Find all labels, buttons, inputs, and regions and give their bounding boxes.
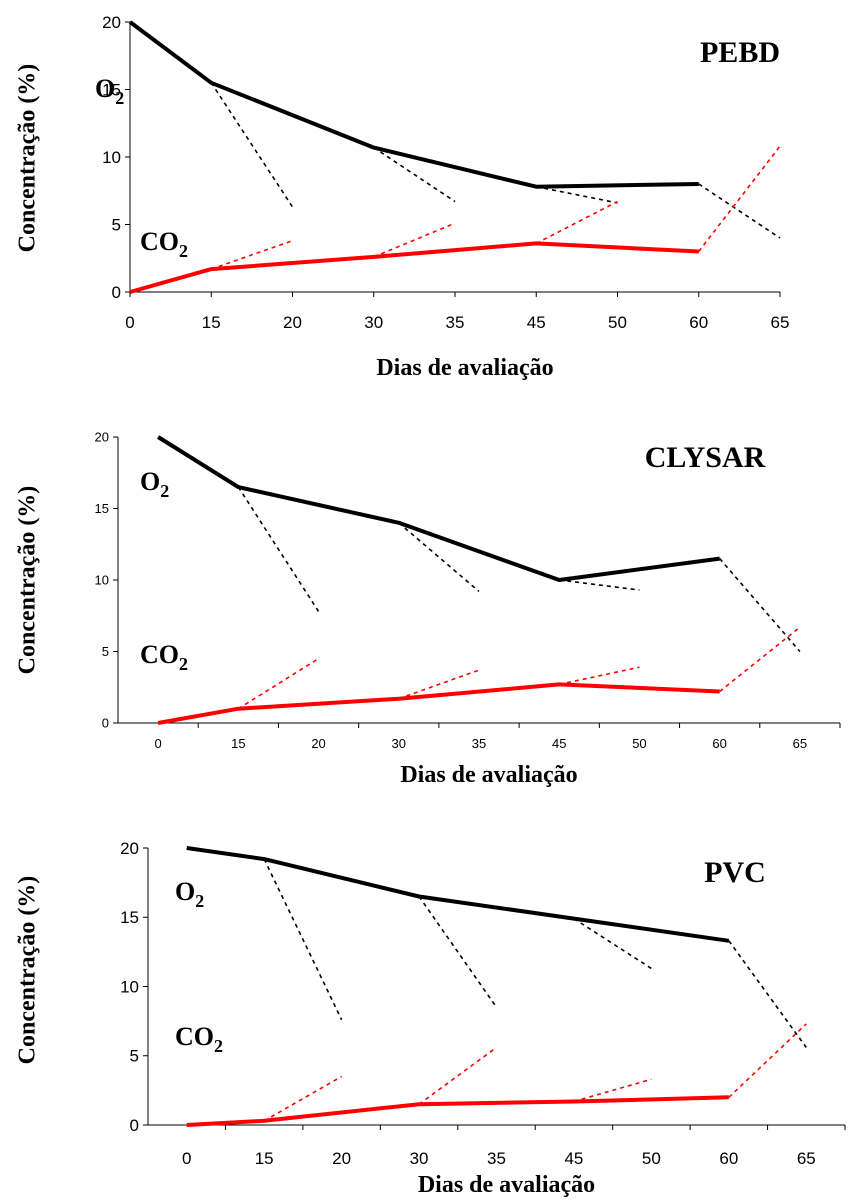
y-tick-label: 10 — [120, 977, 139, 996]
chart-panel-2: 0 5 10 15 20 0 15 20 30 35 45 50 60 65 O2 CO2 CLYSAR Dias… — [0, 405, 852, 800]
x-tick-label: 65 — [771, 313, 790, 332]
x-axis-title: Dias de avaliação — [418, 1172, 595, 1198]
y-tick-label: 5 — [112, 215, 121, 234]
y-tick-label: 0 — [102, 716, 109, 731]
y-tick-label: 15 — [120, 908, 139, 927]
series-label-main: CO — [140, 640, 179, 669]
y-tick-label: 5 — [130, 1047, 139, 1066]
x-tick-label: 20 — [283, 313, 302, 332]
projection-line — [720, 559, 800, 652]
x-tick-label: 0 — [182, 1149, 191, 1168]
chart-title: PVC — [704, 856, 766, 889]
x-tick-label: 50 — [642, 1149, 661, 1168]
projection-line — [399, 523, 479, 592]
projection-line — [699, 146, 780, 251]
x-tick-label: 45 — [552, 736, 566, 751]
y-axis-title: Concentração (%) — [14, 486, 40, 675]
chart-title: CLYSAR — [645, 441, 766, 474]
x-tick-label: 15 — [255, 1149, 274, 1168]
y-axis-title: Concentração (%) — [14, 64, 40, 253]
series-label-main: O — [95, 74, 115, 103]
projection-line — [729, 941, 806, 1048]
projection-line — [536, 187, 617, 203]
x-tick-label: 60 — [719, 1149, 738, 1168]
series-line-co2 — [158, 684, 720, 723]
x-tick-label: 30 — [392, 736, 406, 751]
x-tick-label: 20 — [332, 1149, 351, 1168]
projection-line — [699, 184, 780, 238]
projection-line — [559, 580, 639, 590]
y-tick-label: 5 — [102, 644, 109, 659]
x-tick-label: 0 — [125, 313, 134, 332]
projection-line — [559, 667, 639, 684]
series-label-main: CO — [140, 227, 179, 256]
series-line-o2 — [158, 437, 720, 580]
x-tick-label: 50 — [632, 736, 646, 751]
y-tick-label: 0 — [130, 1116, 139, 1135]
series-label-co2: CO2 — [140, 640, 188, 674]
x-tick-label: 65 — [793, 736, 807, 751]
series-label-sub: 2 — [179, 654, 188, 674]
series-label-o2: O2 — [95, 74, 124, 108]
projection-line — [264, 859, 341, 1020]
x-tick-label: 35 — [472, 736, 486, 751]
series-label-sub: 2 — [160, 481, 169, 501]
series-label-main: CO — [175, 1022, 214, 1051]
x-tick-label: 20 — [311, 736, 325, 751]
y-tick-label: 15 — [95, 501, 109, 516]
series-line-co2 — [187, 1097, 729, 1125]
projection-line — [238, 487, 318, 611]
projection-line — [238, 659, 318, 709]
series-line-o2 — [187, 848, 729, 941]
y-tick-label: 20 — [95, 430, 109, 445]
series-label-co2: CO2 — [175, 1022, 223, 1056]
y-tick-label: 20 — [102, 13, 121, 32]
x-tick-label: 45 — [564, 1149, 583, 1168]
x-axis-title: Dias de avaliação — [400, 762, 577, 788]
series-label-main: O — [140, 467, 160, 496]
series-label-o2: O2 — [175, 877, 204, 911]
x-tick-label: 60 — [712, 736, 726, 751]
series-label-sub: 2 — [115, 88, 124, 108]
projection-line — [720, 627, 800, 691]
x-tick-label: 15 — [202, 313, 221, 332]
series-line-o2 — [130, 22, 699, 187]
x-tick-label: 60 — [689, 313, 708, 332]
x-tick-label: 0 — [154, 736, 161, 751]
projection-line — [419, 1047, 496, 1104]
x-tick-label: 45 — [527, 313, 546, 332]
x-axis-title: Dias de avaliação — [376, 355, 553, 381]
projection-line — [211, 83, 292, 207]
x-tick-label: 35 — [487, 1149, 506, 1168]
y-tick-label: 20 — [120, 839, 139, 858]
x-tick-label: 15 — [231, 736, 245, 751]
series-label-sub: 2 — [214, 1036, 223, 1056]
x-tick-label: 35 — [446, 313, 465, 332]
y-tick-label: 0 — [112, 283, 121, 302]
chart-panel-3: 0 5 10 15 20 0 15 20 30 35 45 50 60 65 O2 CO2 PVC Dias de… — [0, 810, 852, 1203]
y-tick-label: 10 — [95, 573, 109, 588]
x-tick-label: 50 — [608, 313, 627, 332]
series-label-co2: CO2 — [140, 227, 188, 261]
y-axis-title: Concentração (%) — [14, 876, 40, 1065]
x-tick-label: 30 — [410, 1149, 429, 1168]
series-label-o2: O2 — [140, 467, 169, 501]
projection-line — [536, 202, 617, 244]
x-tick-label: 65 — [797, 1149, 816, 1168]
projection-line — [729, 1024, 806, 1097]
chart-title: PEBD — [700, 36, 780, 69]
x-tick-label: 30 — [364, 313, 383, 332]
series-line-co2 — [130, 243, 699, 292]
projection-line — [419, 896, 496, 1007]
series-label-main: O — [175, 877, 195, 906]
chart-panel-1: 0 5 10 15 20 0 15 20 30 35 45 50 60 65 O2 CO2 PEBD Dias d… — [0, 0, 852, 395]
series-label-sub: 2 — [179, 241, 188, 261]
series-label-sub: 2 — [195, 891, 204, 911]
y-tick-label: 10 — [102, 148, 121, 167]
